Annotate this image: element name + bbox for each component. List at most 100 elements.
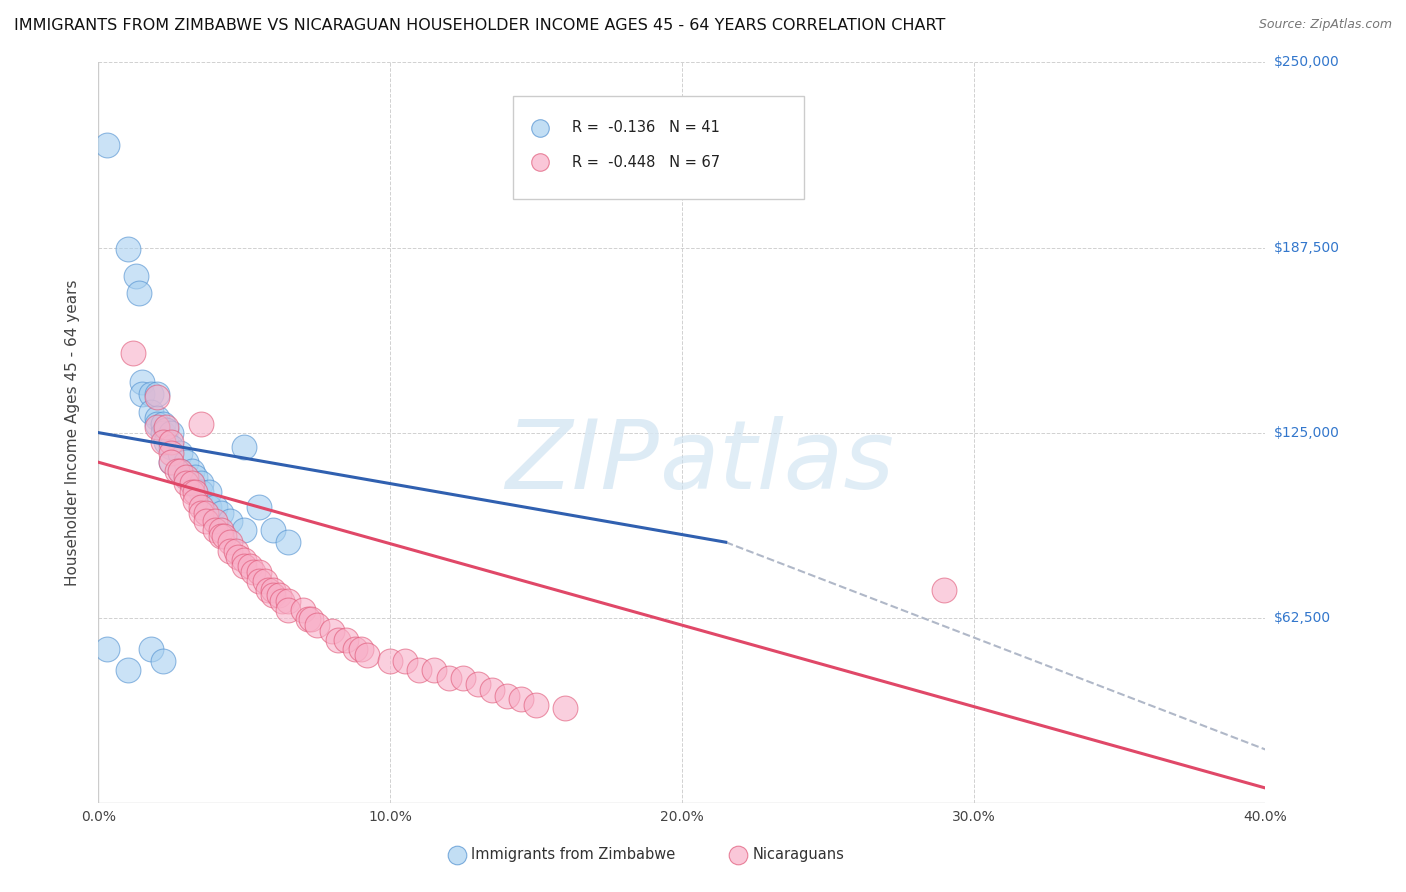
Point bbox=[209, 506, 232, 520]
Point bbox=[174, 455, 197, 469]
Point bbox=[190, 500, 212, 514]
Point bbox=[195, 515, 218, 529]
Point bbox=[160, 434, 183, 449]
Point bbox=[152, 425, 174, 440]
Point bbox=[727, 847, 749, 862]
Y-axis label: Householder Income Ages 45 - 64 years: Householder Income Ages 45 - 64 years bbox=[65, 279, 80, 586]
Point bbox=[128, 286, 150, 301]
Point bbox=[190, 484, 212, 499]
Point bbox=[204, 515, 226, 529]
Point bbox=[146, 419, 169, 434]
Point bbox=[247, 500, 270, 514]
Point bbox=[125, 268, 148, 283]
Text: Source: ZipAtlas.com: Source: ZipAtlas.com bbox=[1258, 18, 1392, 31]
Text: R =  -0.448   N = 67: R = -0.448 N = 67 bbox=[572, 155, 720, 169]
Point bbox=[496, 689, 519, 703]
Point bbox=[169, 464, 191, 478]
Point bbox=[350, 641, 373, 656]
Point bbox=[247, 574, 270, 588]
Point bbox=[155, 423, 177, 437]
Point bbox=[96, 641, 118, 656]
Point bbox=[180, 484, 202, 499]
Point bbox=[160, 441, 183, 455]
Point bbox=[225, 544, 247, 558]
Point bbox=[180, 475, 202, 490]
Point bbox=[510, 692, 533, 706]
Point bbox=[146, 410, 169, 425]
Point bbox=[277, 594, 299, 608]
Point bbox=[297, 612, 319, 626]
Point bbox=[160, 455, 183, 469]
Point bbox=[467, 677, 489, 691]
Point bbox=[204, 524, 226, 538]
Point bbox=[277, 535, 299, 549]
Point bbox=[262, 582, 284, 597]
Point bbox=[198, 500, 221, 514]
Point bbox=[160, 425, 183, 440]
Point bbox=[446, 847, 468, 862]
Point bbox=[437, 672, 460, 686]
Point bbox=[198, 484, 221, 499]
Point bbox=[291, 603, 314, 617]
Point bbox=[169, 446, 191, 460]
Point bbox=[166, 464, 188, 478]
Point bbox=[423, 663, 446, 677]
Point bbox=[233, 558, 256, 573]
Point bbox=[139, 641, 162, 656]
Point bbox=[228, 549, 250, 564]
Point bbox=[174, 470, 197, 484]
Point bbox=[242, 565, 264, 579]
Point bbox=[218, 544, 240, 558]
Point bbox=[481, 683, 503, 698]
Point bbox=[1189, 796, 1212, 810]
Point bbox=[209, 529, 232, 543]
Point bbox=[131, 376, 153, 390]
Text: Nicaraguans: Nicaraguans bbox=[752, 847, 844, 862]
Point bbox=[122, 345, 145, 359]
Point bbox=[174, 475, 197, 490]
Point bbox=[195, 506, 218, 520]
Point bbox=[380, 654, 402, 668]
Point bbox=[183, 484, 205, 499]
Point bbox=[160, 455, 183, 469]
Point bbox=[212, 529, 235, 543]
Point bbox=[155, 419, 177, 434]
Point bbox=[131, 387, 153, 401]
Point bbox=[117, 663, 139, 677]
Point bbox=[183, 493, 205, 508]
Point bbox=[180, 464, 202, 478]
Point bbox=[326, 632, 349, 647]
Text: IMMIGRANTS FROM ZIMBABWE VS NICARAGUAN HOUSEHOLDER INCOME AGES 45 - 64 YEARS COR: IMMIGRANTS FROM ZIMBABWE VS NICARAGUAN H… bbox=[14, 18, 945, 33]
Point bbox=[174, 470, 197, 484]
Point bbox=[169, 464, 191, 478]
Point bbox=[152, 417, 174, 431]
Point bbox=[299, 612, 322, 626]
Point bbox=[218, 515, 240, 529]
Point bbox=[152, 434, 174, 449]
Text: R =  -0.136   N = 41: R = -0.136 N = 41 bbox=[572, 120, 720, 135]
Text: atlas: atlas bbox=[658, 416, 894, 508]
Point bbox=[183, 470, 205, 484]
Point bbox=[139, 405, 162, 419]
Point bbox=[408, 663, 430, 677]
Point bbox=[1189, 796, 1212, 810]
FancyBboxPatch shape bbox=[513, 95, 804, 200]
Point bbox=[451, 672, 474, 686]
Point bbox=[262, 524, 284, 538]
Point bbox=[204, 500, 226, 514]
Point bbox=[139, 387, 162, 401]
Point bbox=[233, 553, 256, 567]
Point bbox=[152, 654, 174, 668]
Point bbox=[253, 574, 276, 588]
Point bbox=[155, 434, 177, 449]
Point bbox=[117, 242, 139, 256]
Text: $125,000: $125,000 bbox=[1274, 425, 1340, 440]
Text: $187,500: $187,500 bbox=[1274, 241, 1340, 254]
Point bbox=[277, 603, 299, 617]
Point bbox=[256, 582, 278, 597]
Point bbox=[190, 475, 212, 490]
Point bbox=[356, 648, 378, 662]
Point bbox=[146, 387, 169, 401]
Point bbox=[146, 417, 169, 431]
Point bbox=[394, 654, 416, 668]
